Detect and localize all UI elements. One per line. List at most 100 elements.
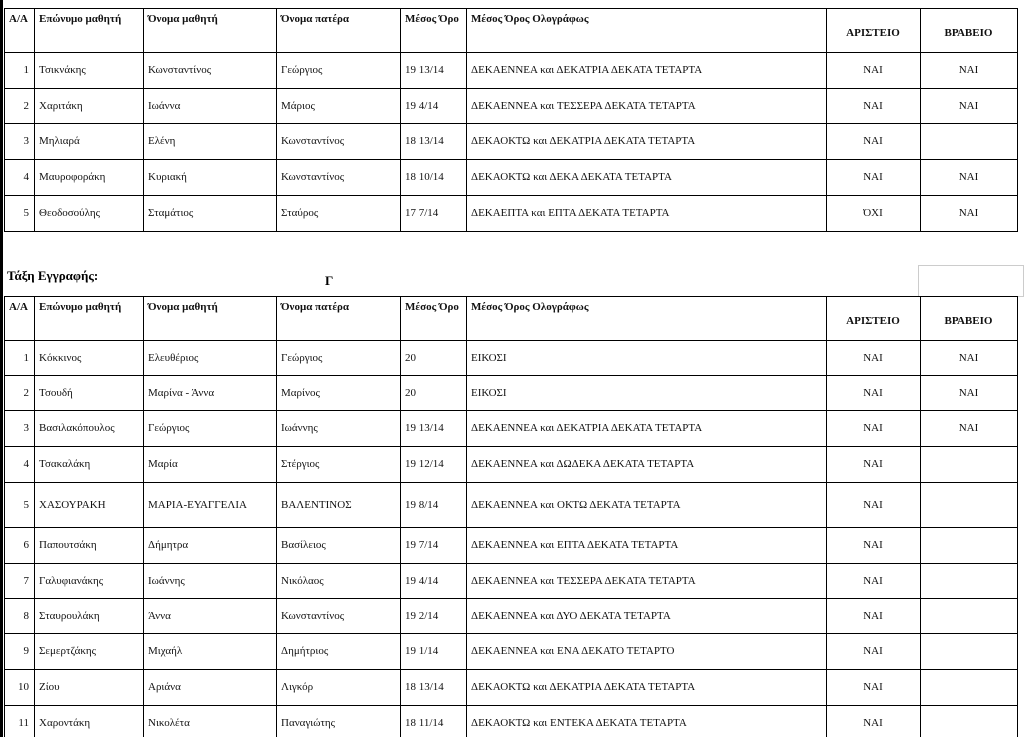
cell [920, 669, 1018, 706]
cell: 1 [4, 52, 35, 89]
cell: ΔΕΚΑΕΝΝΕΑ και ΤΕΣΣΕΡΑ ΔΕΚΑΤΑ ΤΕΤΑΡΤΑ [466, 563, 827, 599]
cell: Άννα [143, 598, 277, 634]
cell [920, 633, 1018, 670]
cell: 5 [4, 195, 35, 232]
cell: 19 4/14 [400, 88, 467, 124]
cell: 4 [4, 446, 35, 483]
cell: ΝΑΙ [920, 410, 1018, 447]
empty-box [918, 265, 1024, 297]
cell: Λιγκόρ [276, 669, 401, 706]
header-cell: Επώνυμο μαθητή [34, 296, 144, 341]
table: Α/Α Επώνυμο μαθητή Όνομα μαθητή Όνομα πατέρ… [4, 8, 1018, 232]
cell: ΝΑΙ [826, 669, 921, 706]
cell: ΝΑΙ [826, 88, 921, 124]
cell: 4 [4, 159, 35, 196]
cell: Στέργιος [276, 446, 401, 483]
cell: ΝΑΙ [920, 195, 1018, 232]
header-cell: Μέσος Όρο [400, 8, 467, 53]
cell: Ζίου [34, 669, 144, 706]
cell [920, 123, 1018, 160]
cell: ΔΕΚΑΕΝΝΕΑ και ΔΥΟ ΔΕΚΑΤΑ ΤΕΤΑΡΤΑ [466, 598, 827, 634]
cell: 7 [4, 563, 35, 599]
cell: Νικολέτα [143, 705, 277, 737]
cell: 10 [4, 669, 35, 706]
cell: ΝΑΙ [826, 527, 921, 564]
header-cell: ΑΡΙΣΤΕΙΟ [826, 296, 921, 341]
header-cell: Όνομα πατέρα [276, 8, 401, 53]
cell: Νικόλαος [276, 563, 401, 599]
cell: ΔΕΚΑΕΝΝΕΑ και ΔΩΔΕΚΑ ΔΕΚΑΤΑ ΤΕΤΑΡΤΑ [466, 446, 827, 483]
cell: Κωνσταντίνος [276, 159, 401, 196]
cell: 18 13/14 [400, 669, 467, 706]
cell: 19 8/14 [400, 482, 467, 528]
cell: ΝΑΙ [826, 705, 921, 737]
cell: Τσακαλάκη [34, 446, 144, 483]
cell: 19 13/14 [400, 52, 467, 89]
cell: Δήμητρα [143, 527, 277, 564]
header-cell: Μέσος Όρο [400, 296, 467, 341]
cell: ΧΑΣΟΥΡΑΚΗ [34, 482, 144, 528]
cell: Ιωάννης [143, 563, 277, 599]
cell [920, 446, 1018, 483]
cell: ΝΑΙ [826, 375, 921, 411]
cell [920, 705, 1018, 737]
cell: ΔΕΚΑΟΚΤΩ και ΔΕΚΑΤΡΙΑ ΔΕΚΑΤΑ ΤΕΤΑΡΤΑ [466, 123, 827, 160]
cell: ΝΑΙ [826, 410, 921, 447]
header-cell: ΒΡΑΒΕΙΟ [920, 8, 1018, 53]
cell: Γαλυφιανάκης [34, 563, 144, 599]
cell: ΔΕΚΑΕΝΝΕΑ και ΟΚΤΩ ΔΕΚΑΤΑ ΤΕΤΑΡΤΑ [466, 482, 827, 528]
cell: ΔΕΚΑΟΚΤΩ και ΔΕΚΑΤΡΙΑ ΔΕΚΑΤΑ ΤΕΤΑΡΤΑ [466, 669, 827, 706]
cell: Κωνσταντίνος [143, 52, 277, 89]
cell [920, 598, 1018, 634]
cell: Βασιλακόπουλος [34, 410, 144, 447]
cell: ΔΕΚΑΕΝΝΕΑ και ΕΠΤΑ ΔΕΚΑΤΑ ΤΕΤΑΡΤΑ [466, 527, 827, 564]
cell: Κόκκινος [34, 340, 144, 376]
cell: Μηλιαρά [34, 123, 144, 160]
cell: Μαρίνος [276, 375, 401, 411]
cell: Σταύρος [276, 195, 401, 232]
cell: ΝΑΙ [826, 563, 921, 599]
header-cell: ΑΡΙΣΤΕΙΟ [826, 8, 921, 53]
cell: 9 [4, 633, 35, 670]
cell: 19 12/14 [400, 446, 467, 483]
cell: Γεώργιος [143, 410, 277, 447]
cell: ΔΕΚΑΕΝΝΕΑ και ΔΕΚΑΤΡΙΑ ΔΕΚΑΤΑ ΤΕΤΑΡΤΑ [466, 410, 827, 447]
cell: Γεώργιος [276, 340, 401, 376]
header-cell: Μέσος Όρος Ολογράφως [466, 296, 827, 341]
cell: ΝΑΙ [826, 159, 921, 196]
cell: 19 2/14 [400, 598, 467, 634]
header-cell: Όνομα μαθητή [143, 296, 277, 341]
cell: Σεμερτζάκης [34, 633, 144, 670]
cell: Μαρίνα - Άννα [143, 375, 277, 411]
cell: 19 7/14 [400, 527, 467, 564]
cell: ΔΕΚΑΟΚΤΩ και ΕΝΤΕΚΑ ΔΕΚΑΤΑ ΤΕΤΑΡΤΑ [466, 705, 827, 737]
cell: ΔΕΚΑΕΝΝΕΑ και ΕΝΑ ΔΕΚΑΤΟ ΤΕΤΑΡΤΟ [466, 633, 827, 670]
cell: 18 11/14 [400, 705, 467, 737]
cell: Ιωάννα [143, 88, 277, 124]
cell: 19 13/14 [400, 410, 467, 447]
cell: ΝΑΙ [920, 52, 1018, 89]
header-cell: ΒΡΑΒΕΙΟ [920, 296, 1018, 341]
cell: ΔΕΚΑΕΝΝΕΑ και ΔΕΚΑΤΡΙΑ ΔΕΚΑΤΑ ΤΕΤΑΡΤΑ [466, 52, 827, 89]
cell: Δημήτριος [276, 633, 401, 670]
left-edge [0, 0, 3, 737]
cell: ΝΑΙ [826, 52, 921, 89]
cell [920, 563, 1018, 599]
cell: ΝΑΙ [826, 446, 921, 483]
cell: 20 [400, 375, 467, 411]
table: Α/Α Επώνυμο μαθητή Όνομα μαθητή Όνομα πατέρ… [4, 296, 1018, 737]
cell: Ιωάννης [276, 410, 401, 447]
cell: Αριάνα [143, 669, 277, 706]
cell: 5 [4, 482, 35, 528]
cell [920, 482, 1018, 528]
cell: ΝΑΙ [920, 375, 1018, 411]
cell: Θεοδοσούλης [34, 195, 144, 232]
cell: Τσικνάκης [34, 52, 144, 89]
cell: ΕΙΚΟΣΙ [466, 340, 827, 376]
cell: Μαυροφοράκη [34, 159, 144, 196]
cell: Μιχαήλ [143, 633, 277, 670]
section-label: Τάξη Εγγραφής: [7, 268, 99, 283]
cell: Χαροντάκη [34, 705, 144, 737]
cell: ΝΑΙ [920, 340, 1018, 376]
cell: ΕΙΚΟΣΙ [466, 375, 827, 411]
